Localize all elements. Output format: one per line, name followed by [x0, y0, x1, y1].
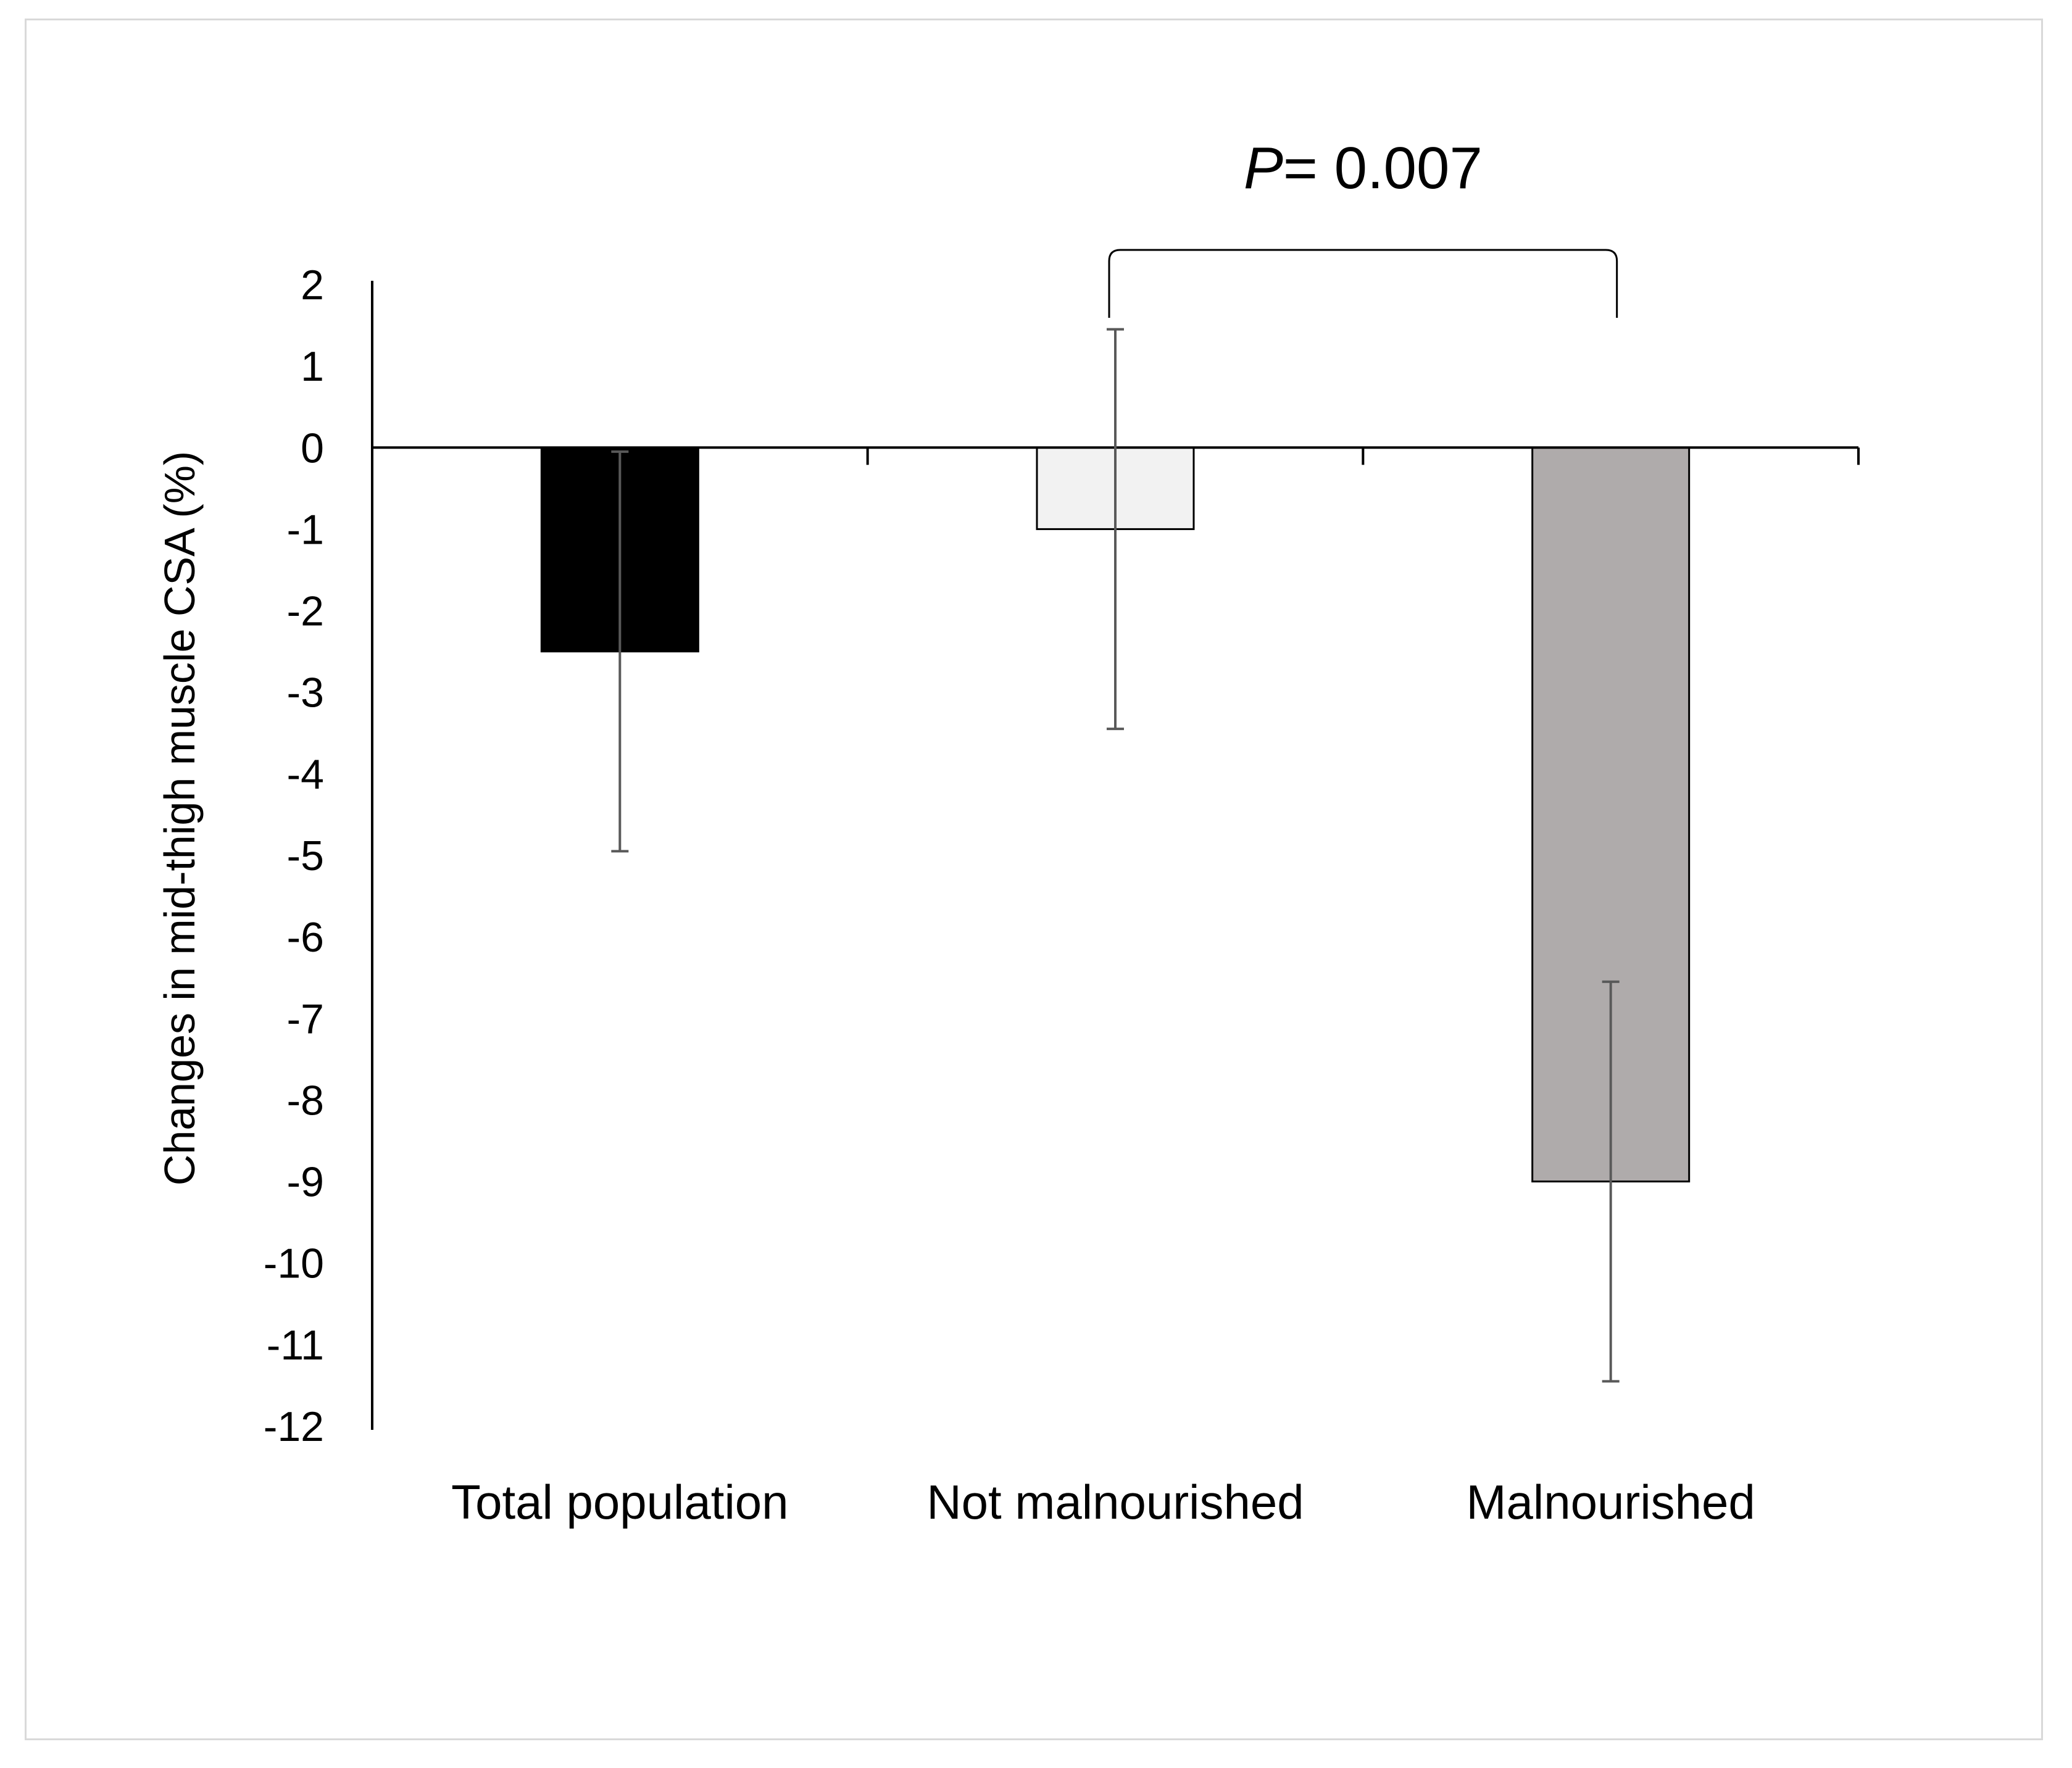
y-tick-label: -3: [287, 670, 324, 716]
y-axis-ticks: 2 1 0 -1 -2 -3 -4 -5 -6 -7 -8 -9 -10 -11 -12: [264, 262, 324, 1450]
y-tick-label: -7: [287, 995, 324, 1042]
y-tick-label: -1: [287, 506, 324, 553]
bar-chart: 2 1 0 -1 -2 -3 -4 -5 -6 -7 -8 -9 -10 -11 -12 Total pop…: [156, 135, 1860, 1529]
significance-bracket: [1108, 249, 1618, 318]
category-label: Malnourished: [1467, 1475, 1755, 1529]
p-value-prefix: P: [1244, 135, 1283, 201]
y-tick-label: -6: [287, 914, 324, 961]
y-tick-label: -9: [287, 1159, 324, 1206]
y-tick-label: -12: [264, 1403, 324, 1450]
y-tick-label: -10: [264, 1240, 324, 1287]
y-axis-title: Changes in mid-thigh muscle CSA (%): [156, 451, 204, 1185]
error-bar-total-population: [611, 450, 629, 853]
y-tick-label: -8: [287, 1077, 324, 1124]
error-bar-not-malnourished: [1107, 328, 1124, 731]
y-tick-label: 1: [301, 343, 324, 390]
y-tick-label: -2: [287, 588, 324, 635]
p-value-label: P= 0.007: [1244, 135, 1483, 201]
y-tick-label: -11: [267, 1322, 324, 1369]
y-tick-label: 2: [301, 262, 324, 309]
y-tick-label: 0: [301, 425, 324, 471]
y-tick-label: -4: [287, 751, 324, 798]
category-label: Total population: [451, 1475, 788, 1529]
y-tick-label: -5: [287, 832, 324, 879]
error-bars: [611, 328, 1620, 1383]
significance-annotation: P= 0.007: [1108, 135, 1618, 318]
category-labels: Total population Not malnourished Malnouri…: [451, 1475, 1755, 1529]
chart-frame: 2 1 0 -1 -2 -3 -4 -5 -6 -7 -8 -9 -10 -11 -12 Total pop…: [25, 19, 2043, 1740]
p-value-suffix: = 0.007: [1283, 135, 1483, 201]
category-label: Not malnourished: [926, 1475, 1304, 1529]
error-bar-malnourished: [1602, 980, 1620, 1383]
